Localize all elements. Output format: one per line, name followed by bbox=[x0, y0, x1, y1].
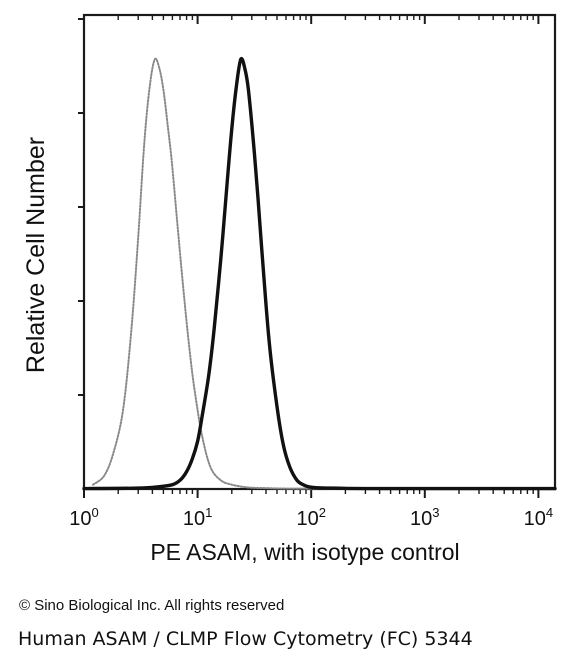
x-tick-label: 100 bbox=[69, 505, 98, 530]
x-axis-ticks bbox=[83, 15, 540, 498]
asam-stained-histogram bbox=[82, 56, 557, 491]
isotype-control-histogram bbox=[92, 57, 556, 490]
x-tick-label: 101 bbox=[183, 505, 212, 530]
x-tick-label: 103 bbox=[410, 505, 439, 530]
copyright-notice: © Sino Biological Inc. All rights reserv… bbox=[19, 597, 285, 614]
x-axis-label: PE ASAM, with isotype control bbox=[150, 539, 459, 565]
figure-caption: Human ASAM / CLMP Flow Cytometry (FC) 53… bbox=[18, 628, 473, 650]
y-axis-label: Relative Cell Number bbox=[22, 137, 50, 373]
series-layer bbox=[82, 56, 557, 491]
x-tick-label: 102 bbox=[296, 505, 325, 530]
plot-border bbox=[82, 13, 557, 491]
plot-frame bbox=[82, 13, 557, 491]
y-axis-ticks bbox=[78, 18, 84, 396]
flow-cytometry-histogram: 100 101 102 103 104 Relative Cell Number PE … bbox=[22, 13, 557, 565]
x-tick-labels: 100 101 102 103 104 bbox=[69, 505, 553, 530]
x-tick-label: 104 bbox=[524, 505, 553, 530]
